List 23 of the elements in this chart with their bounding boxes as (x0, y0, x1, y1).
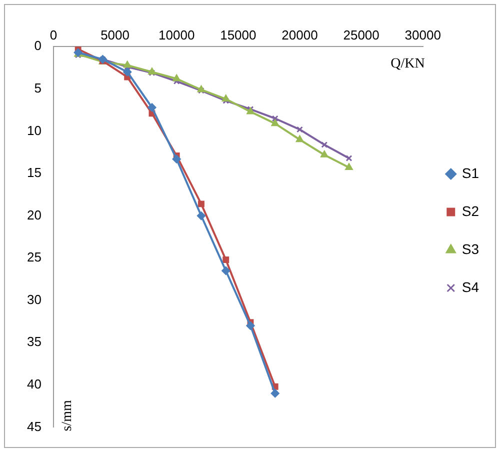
legend-label: S2 (462, 202, 480, 219)
y-tick-label: 35 (26, 334, 42, 350)
y-tick-label: 25 (26, 250, 42, 265)
x-tick-label: 0 (50, 27, 58, 42)
y-tick-label: 30 (26, 292, 42, 307)
x-tick-label: 15000 (220, 27, 256, 42)
y-tick-label: 15 (26, 165, 42, 180)
legend-label: S4 (462, 278, 480, 295)
y-tick-label: 10 (26, 122, 42, 138)
y-tick-label: 5 (34, 80, 42, 96)
legend-label: S3 (462, 240, 480, 257)
x-tick-label: 10000 (158, 27, 195, 42)
x-tick-label: 25000 (343, 27, 380, 42)
legend-label: S1 (462, 164, 480, 181)
y-tick-label: 0 (34, 38, 42, 54)
y-tick-label: 40 (26, 376, 42, 392)
x-tick-label: 30000 (404, 27, 441, 42)
x-tick-label: 20000 (282, 27, 318, 42)
y-tick-label: 20 (26, 207, 42, 222)
x-axis-title: Q/KN (390, 56, 425, 72)
y-axis-title: s/mm (60, 400, 76, 432)
y-tick-label: 45 (26, 418, 42, 434)
x-tick-label: 5000 (100, 27, 130, 42)
